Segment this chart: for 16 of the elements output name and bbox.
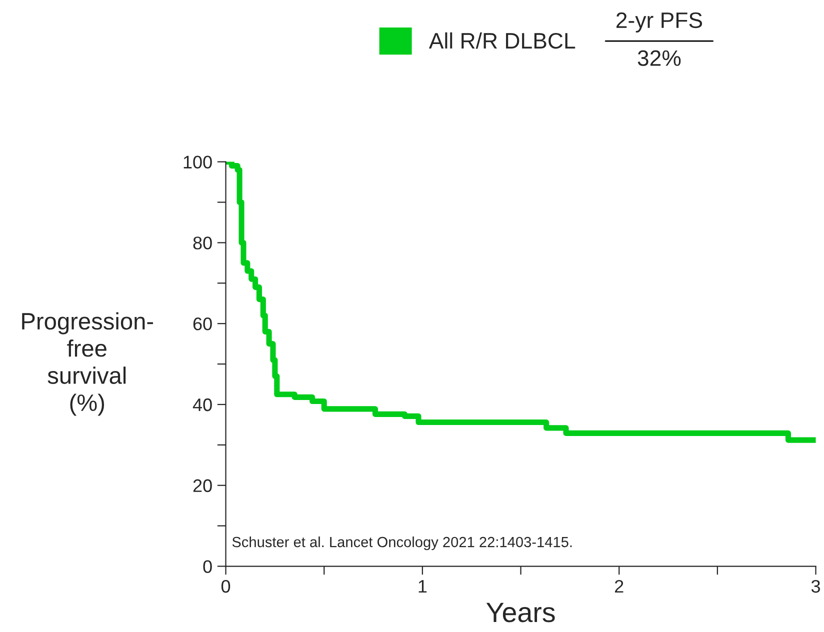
x-tick-label: 0 <box>221 580 230 593</box>
y-tick-label: 20 <box>193 479 212 492</box>
x-tick-label: 1 <box>418 580 427 593</box>
y-axis-title: Progression- free survival (%) <box>22 312 154 416</box>
legend-label: All R/R DLBCL <box>428 32 576 49</box>
y-tick-label: 100 <box>184 156 212 169</box>
text: 2-yr PFS <box>616 12 702 32</box>
y-tick-label: 40 <box>192 398 212 412</box>
y-tick-label: 60 <box>193 318 212 330</box>
x-axis-title: Years <box>486 602 555 622</box>
y-tick-label: 80 <box>193 236 212 250</box>
x-tick-label: 3 <box>811 580 820 593</box>
annotation: Schuster et al. Lancet Oncology 2021 22:1403-1415. <box>232 536 572 550</box>
text: 32% <box>638 50 681 66</box>
y-tick-label: 0 <box>203 560 212 573</box>
x-tick-label: 2 <box>614 580 624 593</box>
